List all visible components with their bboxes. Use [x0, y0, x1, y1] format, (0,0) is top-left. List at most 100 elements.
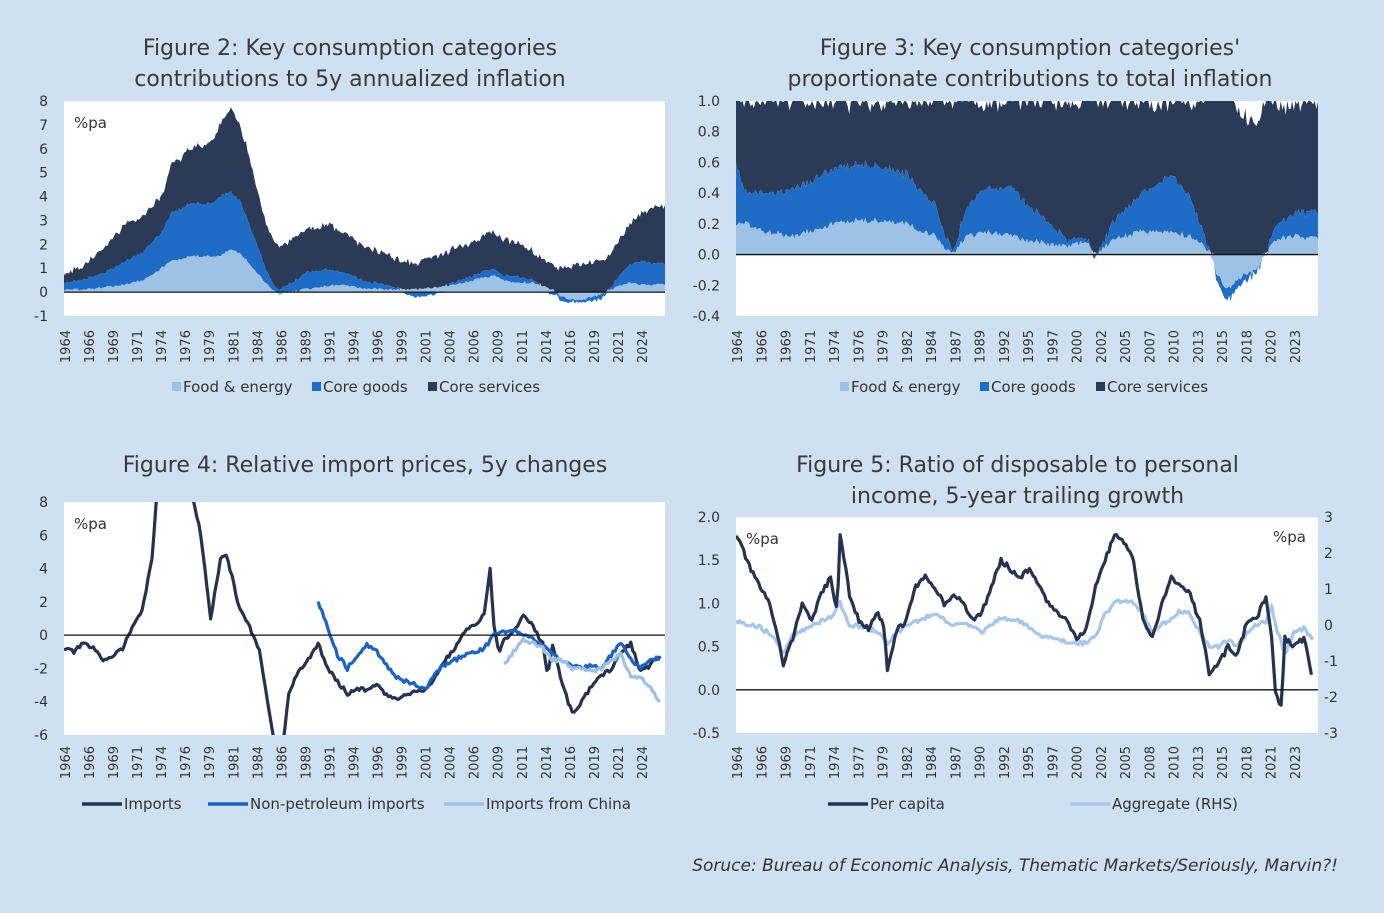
y-tick-label: 0.5	[698, 640, 720, 656]
legend-swatch	[312, 382, 321, 391]
x-tick-label: 1994	[347, 746, 362, 779]
x-tick-label: 1984	[925, 330, 940, 363]
y-tick-label: -0.5	[693, 726, 720, 742]
y-tick-label: 2	[39, 595, 48, 611]
x-tick-label: 2004	[444, 746, 459, 779]
x-tick-label: 1964	[59, 746, 74, 779]
x-tick-label: 2001	[420, 330, 435, 363]
y-tick-label: 1.0	[698, 94, 720, 110]
y-tick-label: 7	[39, 118, 48, 134]
x-tick-label: 2015	[1216, 746, 1231, 779]
x-tick-label: 1987	[949, 330, 964, 363]
x-tick-label: 2005	[1119, 330, 1134, 363]
x-tick-label: 2024	[636, 746, 651, 779]
area-core-goods	[64, 191, 665, 304]
x-tick-label: 1966	[755, 330, 770, 363]
y-tick-label: 0	[39, 628, 48, 644]
y-tick-label: 2.0	[698, 510, 720, 526]
x-tick-label: 2010	[1168, 330, 1183, 363]
y-tick-label: 1.5	[698, 553, 720, 569]
x-tick-label: 2021	[1265, 746, 1280, 779]
chart-4: 8 6 4 2 0 -2 -4 -6 1964 1966 1969 1971 1974 1976 1979 1…	[34, 495, 665, 813]
y-tick-label: 0.0	[698, 683, 720, 699]
x-tick-label: 1995	[1022, 330, 1037, 363]
x-tick-label: 2004	[444, 330, 459, 363]
y2-tick-label: -1	[1324, 654, 1338, 670]
x-tick-label: 2013	[1192, 330, 1207, 363]
x-tick-label: 2018	[1240, 330, 1255, 363]
legend-label: Core services	[1107, 378, 1208, 396]
x-tick-label: 1989	[974, 330, 989, 363]
x-tick-label: 1984	[251, 330, 266, 363]
x-tick-label: 2021	[612, 746, 627, 779]
y-tick-label: 0.8	[698, 125, 720, 141]
legend-label: Per capita	[870, 795, 945, 813]
unit-label: %pa	[74, 114, 107, 132]
x-tick-label: 1981	[227, 746, 242, 779]
x-tick-label: 2000	[1071, 330, 1086, 363]
x-tick-label: 1989	[299, 330, 314, 363]
x-tick-label: 1969	[780, 746, 795, 779]
x-tick-label: 1979	[877, 330, 892, 363]
legend-label: Food & energy	[183, 378, 293, 396]
x-tick-label: 2006	[468, 330, 483, 363]
x-tick-label: 2007	[1143, 330, 1158, 363]
x-tick-label: 1966	[755, 746, 770, 779]
x-tick-label: 1964	[59, 330, 74, 363]
x-tick-label: 2009	[492, 746, 507, 779]
legend-label: Food & energy	[851, 378, 961, 396]
y-tick-label: 1	[39, 261, 48, 277]
x-tick-label: 2014	[540, 330, 555, 363]
line-aggregate-rhs-	[736, 598, 1315, 656]
x-tick-label: 2014	[540, 746, 555, 779]
x-tick-label: 1971	[131, 330, 146, 363]
x-tick-label: 2009	[492, 330, 507, 363]
plot-area	[64, 502, 665, 735]
legend-label: Imports	[124, 795, 182, 813]
x-tick-label: 1994	[347, 330, 362, 363]
x-tick-label: 1999	[396, 330, 411, 363]
x-tick-label: 1986	[275, 330, 290, 363]
x-tick-label: 2011	[516, 330, 531, 363]
y-tick-label: 6	[39, 142, 48, 158]
y-tick-label: -2	[34, 661, 48, 677]
y-tick-label: 2	[39, 237, 48, 253]
y-tick-label: 4	[39, 190, 48, 206]
x-tick-label: 1979	[203, 330, 218, 363]
area-core-services	[64, 107, 665, 293]
chart-2: 8 7 6 5 4 3 2 1 0 -1 1964 1966 1969 1971 1974 1976 1979 1…	[34, 94, 665, 396]
x-tick-label: 1969	[780, 330, 795, 363]
x-tick-label: 1991	[323, 746, 338, 779]
x-tick-label: 1969	[107, 746, 122, 779]
legend-label: Core services	[439, 378, 540, 396]
x-tick-label: 1979	[877, 746, 892, 779]
x-tick-label: 1982	[901, 746, 916, 779]
y-tick-label: 8	[39, 495, 48, 511]
x-tick-label: 2002	[1095, 330, 1110, 363]
figure-3-title-line2: proportionate contributions to total inf…	[787, 67, 1273, 92]
line-per-capita	[736, 533, 1313, 707]
y-tick-label: 0.0	[698, 248, 720, 264]
x-tick-label: 2001	[420, 746, 435, 779]
x-tick-label: 1995	[1022, 746, 1037, 779]
legend-label: Core goods	[323, 378, 408, 396]
y2-tick-label: -2	[1324, 690, 1338, 706]
y-tick-label: 6	[39, 528, 48, 544]
x-tick-label: 2011	[516, 746, 531, 779]
legend-swatch	[1096, 382, 1105, 391]
y-tick-label: 1.0	[698, 596, 720, 612]
x-tick-label: 1974	[155, 746, 170, 779]
figure-4-title-line1: Figure 4: Relative import prices, 5y cha…	[122, 453, 608, 478]
x-tick-label: 1964	[731, 746, 746, 779]
x-tick-label: 1964	[731, 330, 746, 363]
x-tick-label: 1971	[131, 746, 146, 779]
legend-label: Core goods	[991, 378, 1076, 396]
y2-tick-label: 1	[1324, 582, 1333, 598]
x-tick-label: 1971	[804, 746, 819, 779]
x-tick-label: 2018	[1240, 746, 1255, 779]
x-tick-label: 1981	[227, 330, 242, 363]
x-tick-label: 1974	[155, 330, 170, 363]
x-tick-label: 2016	[564, 330, 579, 363]
legend-label: Aggregate (RHS)	[1112, 795, 1238, 813]
figure-2-title-line1: Figure 2: Key consumption categories	[142, 36, 558, 61]
